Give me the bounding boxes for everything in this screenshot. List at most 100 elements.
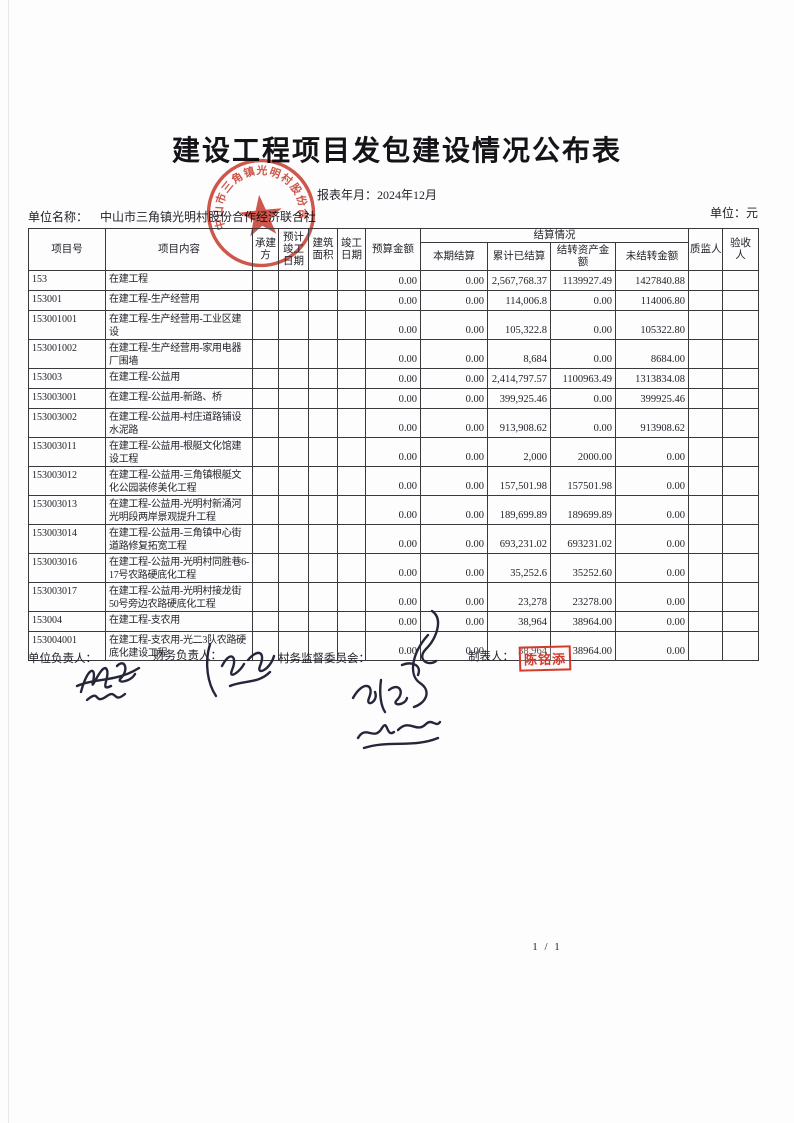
- cell-untransferred: 399925.46: [615, 388, 689, 409]
- cell-acceptor: [722, 408, 759, 438]
- cell-untransferred: 0.00: [615, 553, 689, 583]
- cell-project-id: 153001002: [28, 339, 106, 369]
- cell-contractor: [252, 553, 279, 583]
- col-header-untransferred: 未结转金额: [615, 242, 689, 271]
- cell-untransferred: 0.00: [615, 466, 689, 496]
- page-title: 建设工程项目发包建设情况公布表: [171, 136, 622, 167]
- cell-untransferred: 0.00: [615, 582, 689, 612]
- cell-expected-completion: [278, 368, 309, 389]
- cell-budget: 0.00: [365, 388, 421, 409]
- cell-expected-completion: [278, 408, 309, 438]
- cell-budget: 0.00: [365, 437, 421, 467]
- cell-contractor: [252, 368, 279, 389]
- table-header: 项目号 项目内容 承建方 预计竣工日期 建筑面积 竣工日期 预算金额 结算情况 …: [28, 228, 759, 271]
- cell-completion-date: [337, 495, 366, 525]
- cell-quality-supervisor: [688, 408, 723, 438]
- cell-quality-supervisor: [688, 290, 723, 311]
- cell-completion-date: [337, 339, 366, 369]
- cell-transferred-assets: 189699.89: [550, 495, 616, 525]
- cell-project-content: 在建工程-公益用-三角镇根艇文化公园装修美化工程: [105, 466, 253, 496]
- col-header-acceptor: 验收人: [722, 228, 759, 271]
- cell-building-area: [308, 437, 338, 467]
- star-icon: [239, 194, 282, 237]
- report-month-label: 报表年月：: [316, 188, 377, 202]
- cell-quality-supervisor: [688, 270, 723, 291]
- table-row: 153003001 在建工程-公益用-新路、桥 0.00 0.00 399,925.46…: [28, 388, 759, 409]
- cell-contractor: [252, 582, 279, 612]
- cell-cumulative-settlement: 38,964: [487, 611, 551, 632]
- cell-contractor: [252, 408, 279, 438]
- cell-quality-supervisor: [688, 368, 723, 389]
- cell-completion-date: [337, 611, 366, 632]
- cell-contractor: [252, 524, 279, 554]
- cell-untransferred: 0.00: [615, 495, 689, 525]
- cell-completion-date: [337, 368, 366, 389]
- cell-transferred-assets: 38964.00: [550, 631, 616, 661]
- col-header-completion-date: 竣工日期: [337, 228, 366, 271]
- report-month: 报表年月：2024年12月: [0, 186, 754, 203]
- cell-acceptor: [722, 368, 759, 389]
- signature-committee-3: [356, 720, 442, 750]
- cell-budget: 0.00: [365, 524, 421, 554]
- cell-contractor: [252, 466, 279, 496]
- cell-transferred-assets: 0.00: [550, 339, 616, 369]
- cell-cumulative-settlement: 114,006.8: [487, 290, 551, 311]
- cell-transferred-assets: 0.00: [550, 388, 616, 409]
- cell-completion-date: [337, 524, 366, 554]
- cell-transferred-assets: 0.00: [550, 408, 616, 438]
- col-header-quality-supervisor: 质监人: [688, 228, 723, 271]
- cell-project-content: 在建工程-生产经营用: [105, 290, 253, 311]
- cell-budget: 0.00: [365, 310, 421, 340]
- cell-project-id: 153003: [28, 368, 106, 389]
- cell-project-id: 153004001: [28, 631, 106, 661]
- cell-project-content: 在建工程-生产经营用-家用电器厂围墙: [105, 339, 253, 369]
- cell-project-content: 在建工程-公益用: [105, 368, 253, 389]
- cell-project-content: 在建工程-公益用-光明村新涌河光明段两岸景观提升工程: [105, 495, 253, 525]
- cell-expected-completion: [278, 553, 309, 583]
- cell-contractor: [252, 270, 279, 291]
- cell-quality-supervisor: [688, 611, 723, 632]
- cell-building-area: [308, 553, 338, 583]
- cell-budget: 0.00: [365, 466, 421, 496]
- cell-building-area: [308, 408, 338, 438]
- currency-unit: 单位：元: [709, 206, 758, 220]
- cell-contractor: [252, 290, 279, 311]
- cell-expected-completion: [278, 466, 309, 496]
- cell-building-area: [308, 270, 338, 291]
- cell-contractor: [252, 310, 279, 340]
- cell-building-area: [308, 290, 338, 311]
- cell-completion-date: [337, 388, 366, 409]
- unit-head-label: 单位负责人：: [28, 653, 97, 665]
- cell-cumulative-settlement: 23,278: [487, 582, 551, 612]
- cell-contractor: [252, 437, 279, 467]
- cell-current-settlement: 0.00: [420, 368, 488, 389]
- cell-completion-date: [337, 310, 366, 340]
- cell-untransferred: 0.00: [615, 437, 689, 467]
- cell-acceptor: [722, 388, 759, 409]
- cell-building-area: [308, 388, 338, 409]
- cell-completion-date: [337, 466, 366, 496]
- cell-cumulative-settlement: 35,252.6: [487, 553, 551, 583]
- cell-contractor: [252, 495, 279, 525]
- cell-current-settlement: 0.00: [420, 466, 488, 496]
- cell-acceptor: [722, 611, 759, 632]
- cell-building-area: [308, 466, 338, 496]
- cell-transferred-assets: 1100963.49: [550, 368, 616, 389]
- cell-quality-supervisor: [688, 524, 723, 554]
- col-header-building-area: 建筑面积: [308, 228, 338, 271]
- cell-budget: 0.00: [365, 553, 421, 583]
- cell-project-id: 153003017: [28, 582, 106, 612]
- cell-untransferred: 0.00: [615, 611, 689, 632]
- cell-acceptor: [722, 631, 759, 661]
- table-row: 153003017 在建工程-公益用-光明村接龙街50号旁边农路硬底化工程 0.00…: [28, 582, 759, 612]
- cell-cumulative-settlement: 189,699.89: [487, 495, 551, 525]
- cell-current-settlement: 0.00: [420, 270, 488, 291]
- cell-expected-completion: [278, 611, 309, 632]
- cell-expected-completion: [278, 388, 309, 409]
- table-row: 153004001 在建工程-支农用-光二3队农路硬底化建设工程 0.00 0.00 3…: [28, 631, 759, 661]
- cell-acceptor: [722, 553, 759, 583]
- cell-project-content: 在建工程-支农用-光二3队农路硬底化建设工程: [105, 631, 253, 661]
- cell-project-id: 153003002: [28, 408, 106, 438]
- cell-current-settlement: 0.00: [420, 524, 488, 554]
- cell-untransferred: 1427840.88: [615, 270, 689, 291]
